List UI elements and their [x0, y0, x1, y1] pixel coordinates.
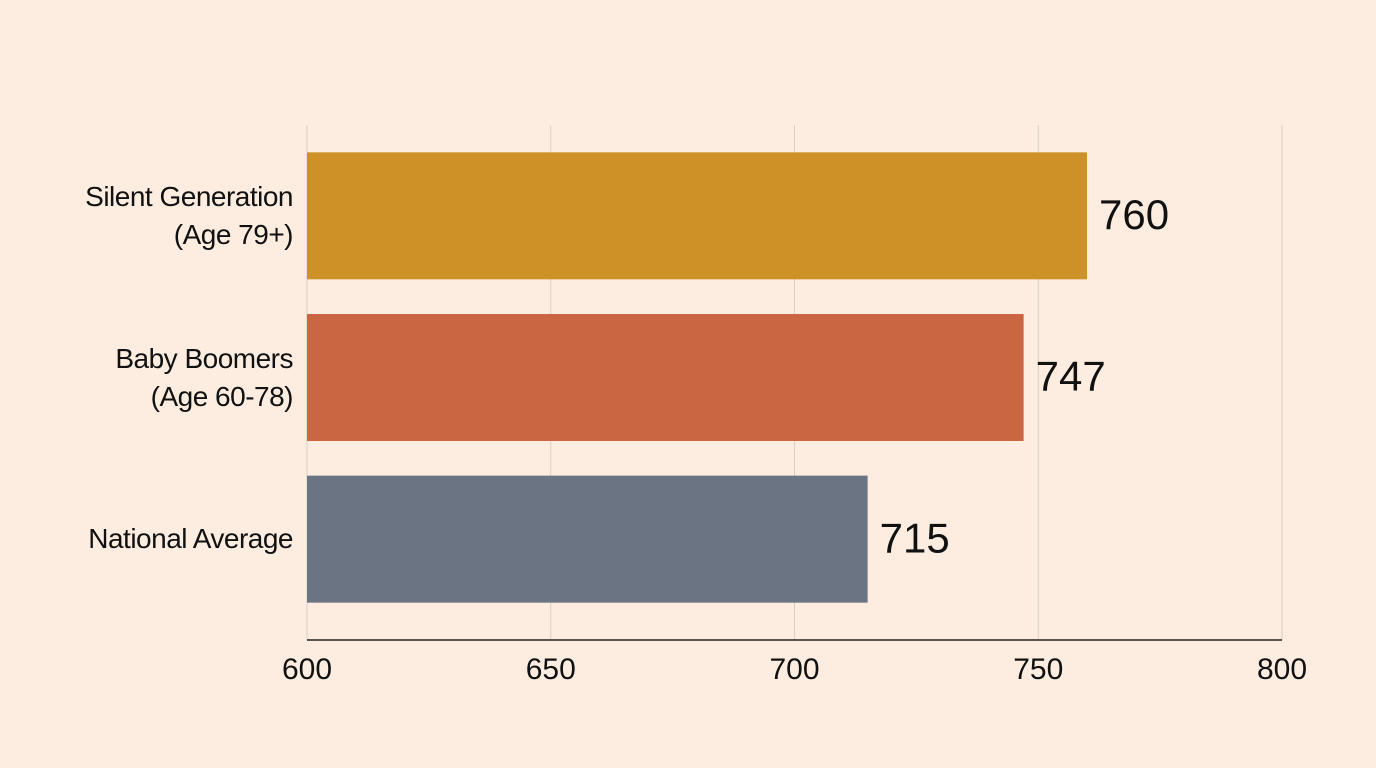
value-label: 760 [1099, 191, 1169, 238]
x-tick-label: 800 [1257, 653, 1307, 686]
bar [307, 152, 1087, 280]
x-tick-label: 650 [526, 653, 576, 686]
x-tick-label: 700 [769, 653, 819, 686]
y-tick-label: National Average [88, 523, 293, 555]
x-tick-label: 750 [1013, 653, 1063, 686]
value-label: 715 [880, 514, 950, 561]
x-tick-label: 600 [282, 653, 332, 686]
value-label: 747 [1036, 353, 1106, 400]
y-tick-label: Baby Boomers (Age 60-78) [115, 342, 293, 412]
bar [307, 475, 868, 603]
bar [307, 314, 1024, 441]
y-tick-label: Silent Generation (Age 79+) [85, 180, 293, 250]
